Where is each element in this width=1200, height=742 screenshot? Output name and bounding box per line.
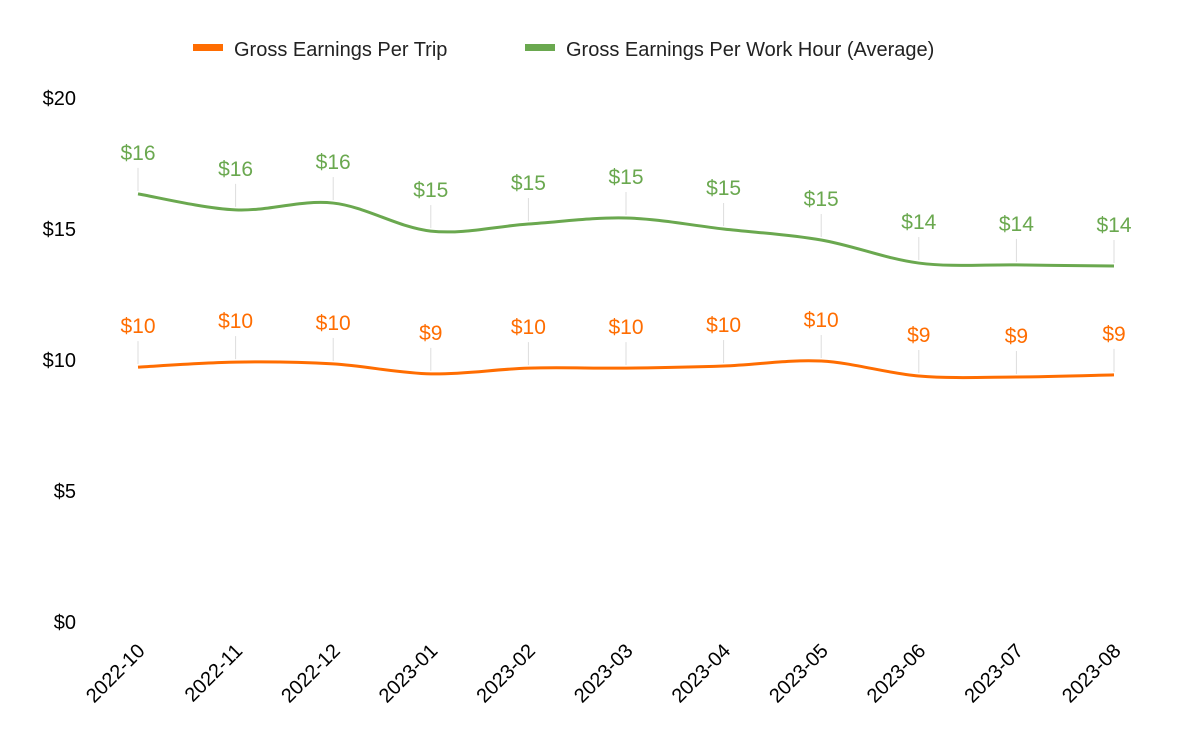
x-tick-label: 2023-08 [1058, 640, 1125, 707]
y-tick-label: $0 [54, 612, 76, 634]
x-tick-label: 2023-05 [765, 640, 832, 707]
data-label: $14 [901, 211, 936, 234]
data-label: $15 [804, 188, 839, 211]
x-tick-label: 2023-01 [375, 640, 442, 707]
x-tick-label: 2022-12 [277, 640, 344, 707]
x-tick-label: 2023-07 [960, 640, 1027, 707]
legend-swatch [193, 44, 223, 51]
data-label: $15 [413, 179, 448, 202]
data-label: $9 [1102, 323, 1125, 346]
legend-swatch [525, 44, 555, 51]
series-line-1 [137, 192, 1115, 268]
data-label: $10 [218, 310, 253, 333]
data-labels: $10 $10 $10 $9 $10 $10 $10 $10 $9 $9 $9 $16 $16 $16 $1… [120, 142, 1131, 348]
legend: Gross Earnings Per Trip Gross Earnings Pe… [193, 39, 934, 61]
data-label: $10 [511, 316, 546, 339]
data-label: $9 [907, 324, 930, 347]
data-label: $15 [608, 166, 643, 189]
x-axis: 2022-10 2022-11 2022-12 2023-01 2023-02 2023-… [82, 640, 1125, 707]
data-label: $15 [706, 177, 741, 200]
x-tick-label: 2023-03 [570, 640, 637, 707]
series-line-0 [137, 359, 1115, 380]
y-axis: $0 $5 $10 $15 $20 [43, 88, 76, 634]
x-tick-label: 2023-06 [863, 640, 930, 707]
legend-label[interactable]: Gross Earnings Per Trip [234, 39, 447, 61]
legend-label[interactable]: Gross Earnings Per Work Hour (Average) [566, 39, 934, 61]
x-tick-label: 2023-02 [472, 640, 539, 707]
y-tick-label: $10 [43, 350, 76, 372]
data-label: $10 [316, 312, 351, 335]
data-label: $15 [511, 172, 546, 195]
y-tick-label: $20 [43, 88, 76, 110]
y-tick-label: $15 [43, 219, 76, 241]
data-label: $9 [1005, 325, 1028, 348]
data-label: $9 [419, 322, 442, 345]
x-tick-label: 2022-10 [82, 640, 149, 707]
series-lines [137, 192, 1115, 380]
data-label: $14 [999, 213, 1034, 236]
data-label: $16 [218, 158, 253, 181]
data-label: $10 [804, 309, 839, 332]
data-label: $10 [706, 314, 741, 337]
x-tick-label: 2023-04 [668, 640, 735, 707]
y-tick-label: $5 [54, 481, 76, 503]
data-label: $16 [120, 142, 155, 165]
data-label: $14 [1096, 214, 1131, 237]
data-label: $10 [120, 315, 155, 338]
data-label: $16 [316, 151, 351, 174]
x-tick-label: 2022-11 [181, 640, 247, 706]
data-label-leaders [137, 167, 1115, 375]
data-label: $10 [608, 316, 643, 339]
